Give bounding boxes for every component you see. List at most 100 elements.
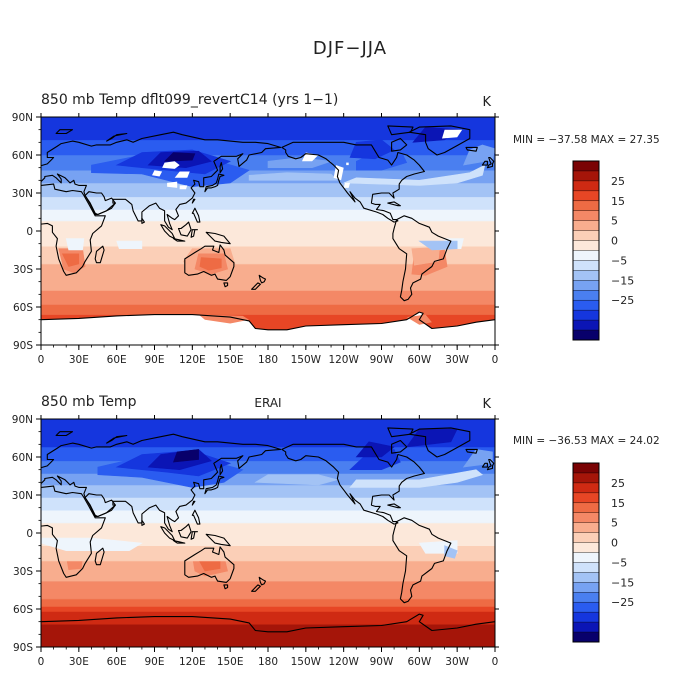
y-tick-label: 30S (13, 566, 33, 578)
coastline-japan (204, 475, 225, 495)
x-tick-label: 90E (145, 656, 165, 668)
antarctic-coast-patch (198, 314, 250, 324)
missing-data-region (346, 162, 349, 166)
coastline-australia (184, 244, 235, 281)
contour-region (199, 257, 222, 271)
coastline-greenland (408, 427, 471, 458)
x-tick-label: 90W (370, 354, 394, 366)
contour-region (41, 446, 495, 462)
coastline-australia (184, 546, 235, 583)
contour-region (41, 560, 495, 582)
contour-region (41, 139, 495, 156)
x-tick-label: 150W (291, 656, 322, 668)
colorbar-swatch (573, 210, 599, 221)
coastline-tasmania (223, 584, 229, 590)
x-tick-label: 150E (217, 656, 244, 668)
colorbar-label: 15 (611, 497, 625, 510)
colorbar-swatch (573, 170, 599, 182)
colorbar-swatch (573, 482, 599, 494)
missing-data-region (152, 170, 163, 177)
coastline-nz_n (258, 576, 267, 586)
x-tick-label: 30W (445, 656, 469, 668)
coastline-iceland (465, 448, 478, 454)
y-tick-label: 0 (26, 528, 33, 540)
missing-data-region (343, 182, 350, 188)
colorbar-label: 5 (611, 215, 618, 228)
contour-region (116, 240, 143, 249)
colorbar-swatch (573, 280, 599, 291)
colorbar-swatch (573, 270, 599, 281)
coastline-srilanka (141, 519, 145, 526)
y-tick-label: 60S (13, 302, 33, 314)
colorbar-label: −25 (611, 596, 634, 609)
contour-region (41, 290, 495, 305)
contour-region (172, 449, 199, 463)
panel-title: 850 mb Temp (41, 394, 137, 410)
missing-data-region (114, 318, 125, 321)
x-tick-label: 150E (217, 354, 244, 366)
coastline-ireland (481, 160, 488, 166)
coastline-novaya (106, 434, 128, 444)
coastline-sakhalin (219, 464, 224, 476)
coastline-eurasia (41, 433, 282, 533)
colorbar-label: 5 (611, 517, 618, 530)
x-tick-label: 30W (445, 354, 469, 366)
x-tick-label: 60E (107, 354, 127, 366)
colorbar-swatch (573, 612, 599, 623)
coastline-cuba (387, 201, 401, 207)
colorbar-label: −15 (611, 576, 634, 589)
colorbar-swatch (573, 512, 599, 523)
colorbar-swatch (573, 200, 599, 212)
x-tick-label: 0 (38, 354, 45, 366)
contour-region (41, 484, 495, 498)
coastline-philippines (191, 509, 201, 525)
coastline-borneo (177, 221, 192, 237)
colorbar-swatch (573, 250, 599, 261)
x-tick-label: 0 (492, 656, 499, 668)
y-tick-label: 90S (13, 642, 33, 654)
colorbar-label: 0 (611, 537, 618, 550)
y-tick-label: 90N (12, 112, 33, 124)
x-tick-label: 120W (328, 656, 359, 668)
colorbar-swatch (573, 602, 599, 613)
y-tick-label: 90S (13, 340, 33, 352)
x-tick-label: 180 (258, 354, 278, 366)
coastline-baffin (391, 137, 408, 152)
y-tick-label: 0 (26, 226, 33, 238)
units-label: K (482, 397, 491, 412)
y-tick-label: 60N (12, 150, 33, 162)
missing-antarctica (41, 312, 495, 345)
colorbar-label: 0 (611, 235, 618, 248)
colorbar-swatch (573, 622, 599, 633)
coastline-iceland (465, 146, 478, 152)
coastline-philippines (191, 207, 201, 223)
coastline-greenland (408, 125, 471, 156)
coastline-arabia (84, 191, 116, 216)
coastline-ireland (481, 462, 488, 468)
colorbar-swatch (573, 230, 599, 241)
coastline-cuba (387, 503, 401, 509)
colorbar-swatch (573, 502, 599, 514)
missing-data-region (442, 129, 463, 139)
contour-region (41, 598, 495, 607)
colorbar-label: −5 (611, 556, 627, 569)
coastline-sakhalin (219, 162, 224, 174)
coastline-britain (486, 156, 495, 169)
contour-region (41, 606, 495, 612)
contour-region (41, 304, 495, 315)
coastline-svalbard (55, 431, 74, 437)
coastline-eurasia (41, 131, 282, 231)
x-tick-label: 60W (407, 656, 431, 668)
x-tick-label: 0 (38, 656, 45, 668)
coastline-samerica (392, 215, 452, 302)
colorbar-swatch (573, 220, 599, 231)
contour-region (41, 537, 143, 551)
coastline-tasmania (223, 282, 229, 288)
coastline-japan (204, 173, 225, 193)
coastline-namerica (281, 141, 425, 223)
coastline-ellesmere (387, 125, 414, 136)
coastline-baffin (391, 439, 408, 454)
y-tick-label: 60N (12, 452, 33, 464)
contour-region (41, 497, 495, 511)
